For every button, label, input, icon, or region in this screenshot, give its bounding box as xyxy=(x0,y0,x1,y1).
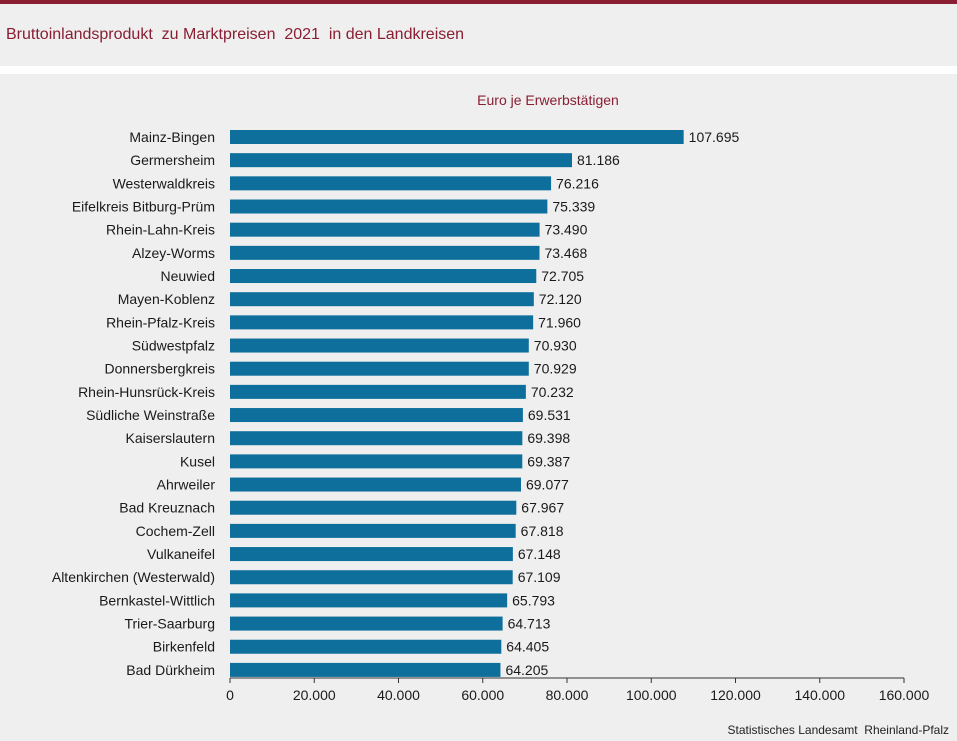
value-label: 67.967 xyxy=(521,500,564,516)
bar xyxy=(230,477,521,492)
category-label: Vulkaneifel xyxy=(147,546,215,562)
x-tick-label: 20.000 xyxy=(293,687,336,703)
bar xyxy=(230,639,502,654)
value-label: 64.713 xyxy=(508,616,551,632)
category-label: Cochem-Zell xyxy=(136,523,215,539)
value-label: 69.531 xyxy=(528,407,571,423)
bar xyxy=(230,431,523,446)
value-label: 64.205 xyxy=(505,662,548,678)
bar xyxy=(230,408,523,423)
category-label: Mainz-Bingen xyxy=(129,129,215,145)
bar xyxy=(230,153,572,168)
value-label: 69.398 xyxy=(527,430,570,446)
value-label: 71.960 xyxy=(538,314,581,330)
category-label: Trier-Saarburg xyxy=(124,616,215,632)
x-tick-label: 160.000 xyxy=(879,687,930,703)
value-label: 69.387 xyxy=(527,453,570,469)
category-label: Ahrweiler xyxy=(157,477,216,493)
category-label: Alzey-Worms xyxy=(132,245,215,261)
bar xyxy=(230,454,523,469)
value-label: 65.793 xyxy=(512,592,555,608)
bar xyxy=(230,547,513,562)
category-label: Altenkirchen (Westerwald) xyxy=(52,569,215,585)
chart-area: Euro je Erwerbstätigen Mainz-Bingen 107.6… xyxy=(0,74,957,741)
value-label: 64.405 xyxy=(506,639,549,655)
value-label: 70.930 xyxy=(534,338,577,354)
value-label: 70.232 xyxy=(531,384,574,400)
value-label: 72.705 xyxy=(541,268,584,284)
value-label: 67.148 xyxy=(518,546,561,562)
top-accent-bar xyxy=(0,0,957,4)
category-label: Bad Dürkheim xyxy=(126,662,215,678)
category-label: Westerwaldkreis xyxy=(113,175,215,191)
bar xyxy=(230,361,529,376)
category-label: Bad Kreuznach xyxy=(119,500,215,516)
value-label: 67.109 xyxy=(518,569,561,585)
category-label: Kusel xyxy=(180,453,215,469)
header: Bruttoinlandsprodukt zu Marktpreisen 202… xyxy=(0,4,957,66)
x-tick-label: 100.000 xyxy=(626,687,677,703)
bar xyxy=(230,384,526,399)
bar xyxy=(230,593,508,608)
value-label: 72.120 xyxy=(539,291,582,307)
bar xyxy=(230,616,503,631)
x-tick-label: 140.000 xyxy=(794,687,845,703)
bar xyxy=(230,292,534,307)
category-label: Rhein-Lahn-Kreis xyxy=(106,222,215,238)
x-tick-label: 80.000 xyxy=(546,687,589,703)
value-label: 107.695 xyxy=(689,129,740,145)
source-note: Statistisches Landesamt Rheinland-Pfalz xyxy=(727,723,949,737)
bar xyxy=(230,222,540,237)
value-label: 69.077 xyxy=(526,477,569,493)
category-label: Rhein-Pfalz-Kreis xyxy=(106,314,215,330)
category-label: Mayen-Koblenz xyxy=(118,291,215,307)
category-label: Donnersbergkreis xyxy=(105,361,216,377)
bar-chart: Mainz-Bingen 107.695 Germersheim 81.186 West… xyxy=(52,129,930,703)
bar xyxy=(230,500,517,515)
bar xyxy=(230,662,501,677)
bar xyxy=(230,338,529,353)
value-label: 67.818 xyxy=(521,523,564,539)
bar xyxy=(230,245,540,260)
bar xyxy=(230,176,552,191)
value-label: 70.929 xyxy=(534,361,577,377)
x-tick-label: 120.000 xyxy=(710,687,761,703)
page-title: Bruttoinlandsprodukt zu Marktpreisen 202… xyxy=(6,26,465,43)
category-label: Kaiserslautern xyxy=(126,430,216,446)
category-label: Bernkastel-Wittlich xyxy=(99,592,215,608)
category-label: Eifelkreis Bitburg-Prüm xyxy=(72,199,215,215)
bar xyxy=(230,130,684,144)
category-label: Südliche Weinstraße xyxy=(86,407,215,423)
separator xyxy=(0,66,957,74)
category-label: Rhein-Hunsrück-Kreis xyxy=(78,384,215,400)
category-label: Birkenfeld xyxy=(153,639,215,655)
x-tick-label: 0 xyxy=(226,687,234,703)
value-label: 73.490 xyxy=(545,222,588,238)
bar xyxy=(230,570,513,585)
bar xyxy=(230,523,516,538)
category-label: Südwestpfalz xyxy=(132,338,215,354)
value-label: 76.216 xyxy=(556,175,599,191)
value-label: 73.468 xyxy=(544,245,587,261)
bar xyxy=(230,269,537,284)
x-tick-label: 60.000 xyxy=(461,687,504,703)
category-label: Neuwied xyxy=(161,268,215,284)
value-label: 81.186 xyxy=(577,152,620,168)
chart-title: Euro je Erwerbstätigen xyxy=(477,92,619,108)
category-label: Germersheim xyxy=(130,152,215,168)
x-tick-label: 40.000 xyxy=(377,687,420,703)
value-label: 75.339 xyxy=(552,199,595,215)
bar xyxy=(230,199,548,214)
bar xyxy=(230,315,534,330)
